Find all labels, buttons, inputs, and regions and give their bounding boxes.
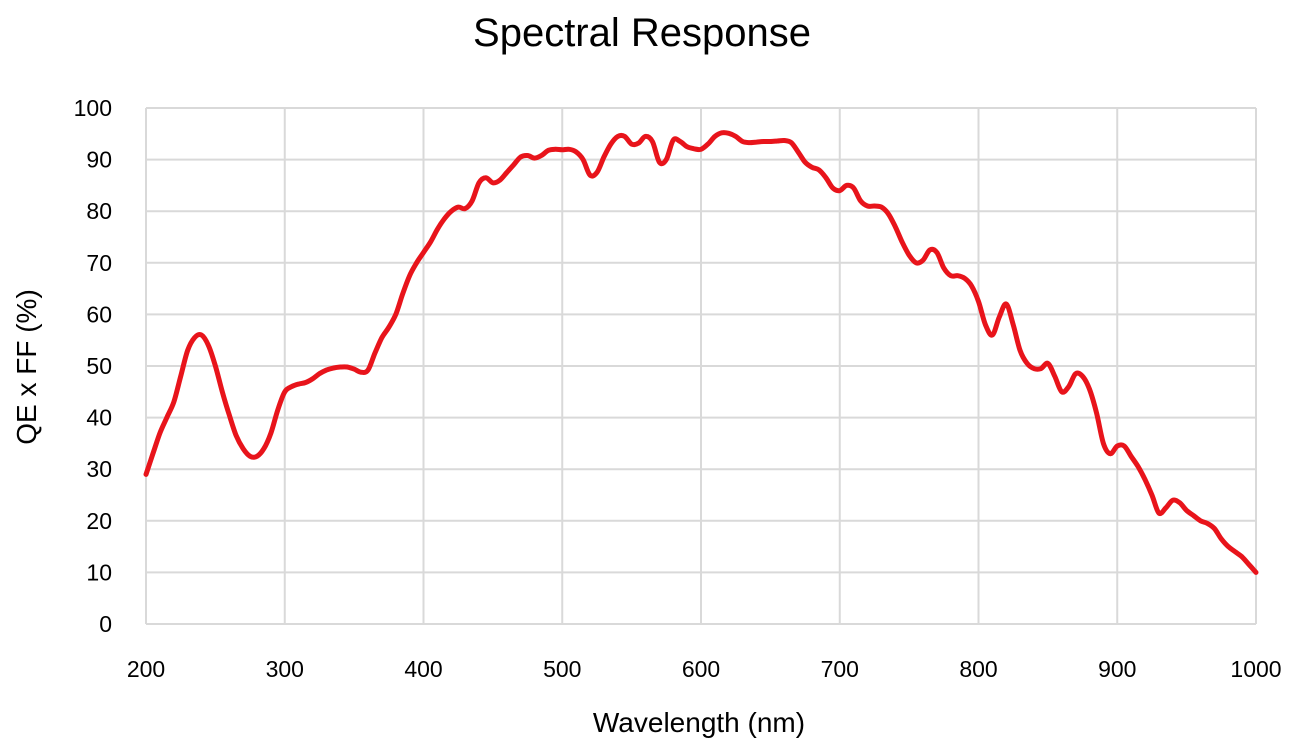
y-tick-label: 20 — [86, 508, 112, 534]
x-tick-label: 300 — [266, 656, 304, 682]
y-tick-label: 40 — [86, 405, 112, 431]
x-tick-label: 900 — [1098, 656, 1136, 682]
y-axis-title: QE x FF (%) — [11, 289, 42, 445]
x-tick-label: 800 — [959, 656, 997, 682]
y-tick-label: 30 — [86, 456, 112, 482]
x-tick-label: 200 — [127, 656, 165, 682]
y-tick-label: 90 — [86, 147, 112, 173]
x-tick-label: 1000 — [1230, 656, 1281, 682]
y-tick-label: 60 — [86, 301, 112, 327]
x-tick-label: 600 — [682, 656, 720, 682]
x-tick-label: 500 — [543, 656, 581, 682]
y-tick-label: 10 — [86, 559, 112, 585]
y-tick-label: 70 — [86, 250, 112, 276]
y-tick-label: 0 — [99, 611, 112, 637]
y-axis-ticks: 0 10 20 30 40 50 60 70 80 90 100 — [74, 95, 112, 637]
chart-title: Spectral Response — [473, 11, 811, 55]
y-tick-label: 50 — [86, 353, 112, 379]
x-axis-title: Wavelength (nm) — [593, 707, 805, 738]
y-tick-label: 80 — [86, 198, 112, 224]
x-tick-label: 700 — [821, 656, 859, 682]
y-tick-label: 100 — [74, 95, 112, 121]
grid-lines — [145, 107, 1257, 625]
x-tick-label: 400 — [404, 656, 442, 682]
series-line — [143, 130, 1259, 575]
x-axis-ticks: 200 300 400 500 600 700 800 900 1000 — [127, 656, 1282, 682]
